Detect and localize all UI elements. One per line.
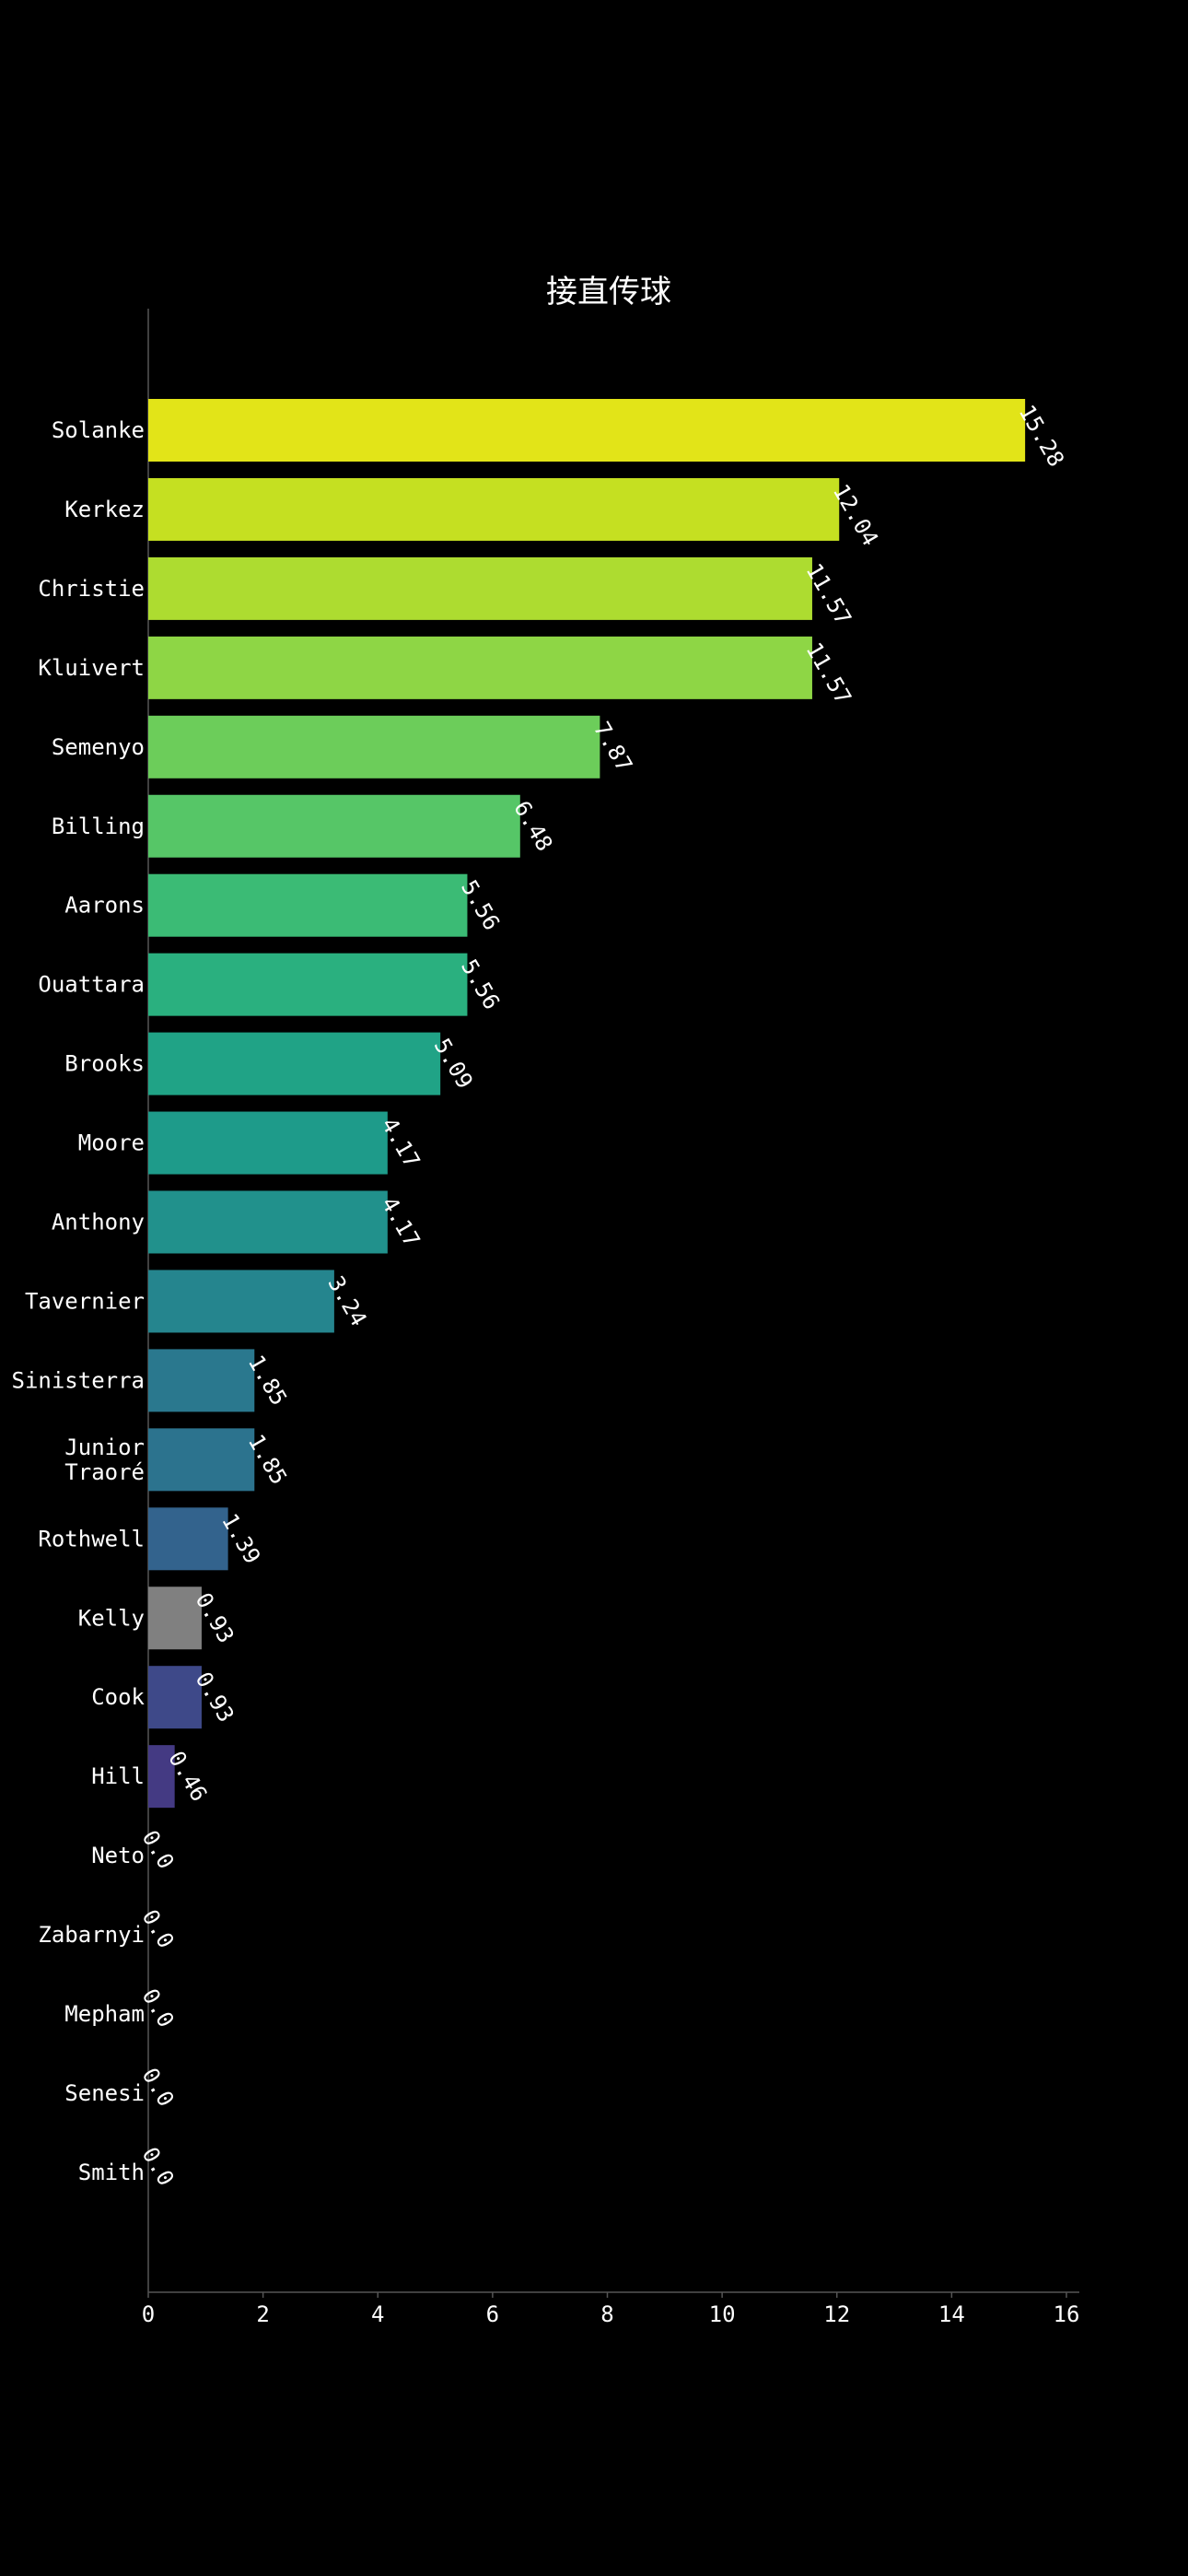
bar-solanke [148,399,1026,462]
chart-title: 接直传球 [546,274,671,310]
bar-semenyo [148,715,600,779]
category-label: Anthony [52,1210,145,1235]
category-label: Solanke [52,417,145,443]
bar-cook [148,1666,202,1729]
category-label: Neto [91,1843,145,1868]
bar-hill [148,1745,175,1809]
category-label: Kerkez [64,497,145,522]
x-tick-label: 6 [486,2301,499,2327]
bar-sinisterra [148,1349,255,1412]
x-tick-label: 14 [938,2301,965,2327]
category-label: Mepham [64,2001,145,2027]
bar-kelly [148,1587,202,1650]
x-ticks-layer: 0 2 4 6 8 10 12 14 16 [142,2292,1080,2327]
category-label: Cook [91,1684,145,1710]
x-tick-label: 12 [823,2301,850,2327]
category-label: Zabarnyi [38,1922,145,1948]
category-label: Hill [91,1763,145,1789]
bar-anthony [148,1190,388,1254]
category-label: Billing [52,814,145,839]
bar-tavernier [148,1270,334,1333]
category-label: Smith [78,2160,145,2185]
x-tick-label: 10 [709,2301,736,2327]
category-labels-layer: Solanke Kerkez Christie Kluivert Semenyo Bill… [12,417,146,2185]
bar-aarons [148,873,468,937]
category-label: Semenyo [52,734,145,760]
bar-kluivert [148,636,812,699]
category-label: Sinisterra [12,1367,146,1393]
bar-christie [148,556,812,620]
bar-junior-traoré [148,1428,255,1492]
bar-kerkez [148,477,840,541]
category-label: Aarons [64,893,145,919]
category-label: Senesi [64,2080,145,2106]
bar-billing [148,794,520,858]
category-label: Kluivert [38,655,145,681]
bars-layer [148,399,1026,1809]
bar-brooks [148,1032,441,1095]
x-tick-label: 8 [600,2301,613,2327]
category-label: Junior Traoré [64,1434,145,1485]
bar-ouattara [148,953,468,1016]
category-label: Christie [38,576,145,602]
bar-moore [148,1111,388,1175]
category-label: Ouattara [38,972,145,998]
bar-rothwell [148,1507,228,1571]
category-label: Moore [78,1130,145,1156]
x-tick-label: 16 [1054,2301,1080,2327]
category-label: Tavernier [25,1288,145,1314]
x-tick-label: 2 [256,2301,269,2327]
category-label: Kelly [78,1605,145,1631]
x-tick-label: 0 [142,2301,155,2327]
x-tick-label: 4 [371,2301,384,2327]
category-label: Rothwell [38,1526,145,1551]
category-label: Brooks [64,1051,145,1077]
